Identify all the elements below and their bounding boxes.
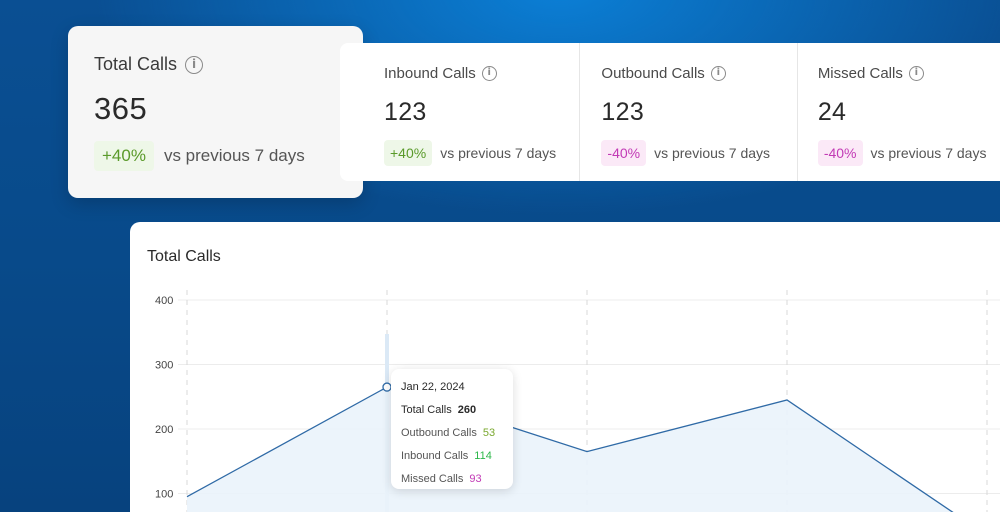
info-icon[interactable]: i — [908, 66, 924, 81]
chart-title: Total Calls — [147, 248, 221, 265]
change-badge: +40% — [384, 140, 433, 166]
info-icon[interactable]: i — [710, 66, 726, 81]
comparison-text: vs previous 7 days — [440, 145, 557, 161]
data-point — [382, 382, 392, 392]
total-calls-label: Total Calls — [94, 54, 178, 74]
tooltip-total-value: 260 — [457, 404, 477, 416]
change-badge: -40% — [817, 140, 863, 166]
outbound-calls-card[interactable]: Outbound Calls i 123 -40% vs previous 7 … — [579, 43, 796, 181]
series-line — [186, 386, 954, 512]
comparison-text: vs previous 7 days — [870, 145, 987, 161]
total-calls-chart[interactable]: 400 300 200 100 — [130, 222, 1000, 512]
comparison-text: vs previous 7 days — [163, 146, 305, 165]
tooltip-date: Jan 22, 2024 — [401, 381, 465, 393]
comparison-text: vs previous 7 days — [654, 145, 771, 161]
area-fill — [187, 387, 953, 512]
missed-calls-card[interactable]: Missed Calls i 24 -40% vs previous 7 day… — [796, 43, 1000, 181]
change-badge: +40% — [94, 141, 154, 171]
tooltip-missed-label: Missed Calls — [401, 473, 464, 485]
tooltip-inbound-label: Inbound Calls — [401, 450, 469, 462]
kpi-value: 123 — [601, 98, 645, 126]
tooltip-outbound-label: Outbound Calls — [401, 427, 477, 439]
total-calls-card[interactable]: Total Calls i 365 +40% vs previous 7 day… — [68, 26, 363, 198]
tooltip-missed-value: 93 — [469, 473, 482, 485]
kpi-label: Missed Calls — [817, 65, 903, 82]
tooltip-total-label: Total Calls — [401, 404, 452, 416]
info-icon[interactable]: i — [185, 55, 204, 74]
y-tick-label: 300 — [155, 360, 173, 372]
kpi-strip: Inbound Calls i 123 +40% vs previous 7 d… — [340, 43, 1000, 181]
kpi-value: 24 — [817, 98, 847, 126]
change-badge: -40% — [601, 140, 647, 166]
kpi-value: 123 — [384, 98, 427, 126]
inbound-calls-card[interactable]: Inbound Calls i 123 +40% vs previous 7 d… — [340, 43, 579, 181]
kpi-label: Inbound Calls — [384, 65, 476, 82]
kpi-label: Outbound Calls — [601, 65, 705, 82]
y-tick-label: 400 — [155, 295, 173, 307]
y-tick-label: 200 — [155, 424, 173, 436]
y-tick-label: 100 — [155, 489, 173, 501]
total-calls-chart-panel: Total Calls 400 300 200 100 Jan 22, 2024 To… — [130, 222, 1000, 512]
tooltip-inbound-value: 114 — [474, 450, 492, 462]
info-icon[interactable]: i — [481, 66, 497, 81]
chart-tooltip: Jan 22, 2024 Total Calls 260 Outbound Ca… — [391, 369, 513, 489]
tooltip-outbound-value: 53 — [482, 427, 496, 439]
total-calls-value: 365 — [94, 91, 148, 126]
